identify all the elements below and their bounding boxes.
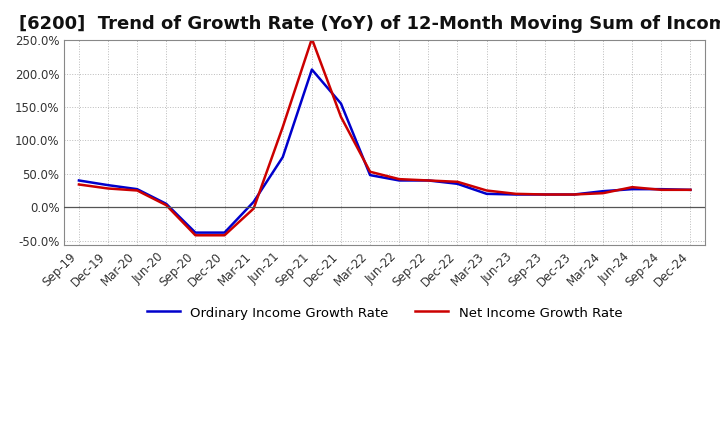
Ordinary Income Growth Rate bbox=[366, 172, 374, 178]
Net Income Growth Rate bbox=[191, 233, 199, 238]
Ordinary Income Growth Rate bbox=[249, 199, 258, 205]
Net Income Growth Rate bbox=[453, 179, 462, 184]
Ordinary Income Growth Rate bbox=[104, 183, 112, 188]
Ordinary Income Growth Rate bbox=[628, 187, 636, 192]
Net Income Growth Rate bbox=[424, 178, 433, 183]
Net Income Growth Rate bbox=[279, 125, 287, 130]
Net Income Growth Rate bbox=[511, 191, 520, 197]
Net Income Growth Rate bbox=[337, 114, 346, 120]
Ordinary Income Growth Rate bbox=[482, 191, 491, 197]
Ordinary Income Growth Rate bbox=[541, 192, 549, 197]
Ordinary Income Growth Rate bbox=[220, 230, 229, 235]
Net Income Growth Rate bbox=[75, 182, 84, 187]
Ordinary Income Growth Rate bbox=[133, 187, 142, 192]
Ordinary Income Growth Rate bbox=[570, 192, 578, 197]
Net Income Growth Rate bbox=[395, 176, 404, 182]
Ordinary Income Growth Rate bbox=[307, 67, 316, 72]
Net Income Growth Rate bbox=[657, 187, 666, 192]
Net Income Growth Rate bbox=[220, 233, 229, 238]
Line: Ordinary Income Growth Rate: Ordinary Income Growth Rate bbox=[79, 70, 690, 233]
Net Income Growth Rate bbox=[162, 202, 171, 208]
Ordinary Income Growth Rate bbox=[162, 201, 171, 206]
Net Income Growth Rate bbox=[249, 206, 258, 211]
Ordinary Income Growth Rate bbox=[453, 181, 462, 187]
Legend: Ordinary Income Growth Rate, Net Income Growth Rate: Ordinary Income Growth Rate, Net Income … bbox=[142, 300, 628, 325]
Ordinary Income Growth Rate bbox=[191, 230, 199, 235]
Net Income Growth Rate bbox=[686, 187, 695, 192]
Ordinary Income Growth Rate bbox=[395, 178, 404, 183]
Net Income Growth Rate bbox=[366, 169, 374, 174]
Ordinary Income Growth Rate bbox=[657, 187, 666, 192]
Line: Net Income Growth Rate: Net Income Growth Rate bbox=[79, 39, 690, 235]
Net Income Growth Rate bbox=[599, 191, 608, 196]
Net Income Growth Rate bbox=[541, 192, 549, 197]
Net Income Growth Rate bbox=[482, 188, 491, 193]
Ordinary Income Growth Rate bbox=[511, 192, 520, 197]
Ordinary Income Growth Rate bbox=[337, 101, 346, 106]
Ordinary Income Growth Rate bbox=[424, 178, 433, 183]
Net Income Growth Rate bbox=[104, 186, 112, 191]
Net Income Growth Rate bbox=[570, 192, 578, 197]
Net Income Growth Rate bbox=[628, 184, 636, 190]
Ordinary Income Growth Rate bbox=[279, 154, 287, 160]
Net Income Growth Rate bbox=[307, 36, 316, 41]
Ordinary Income Growth Rate bbox=[75, 178, 84, 183]
Ordinary Income Growth Rate bbox=[599, 188, 608, 194]
Ordinary Income Growth Rate bbox=[686, 187, 695, 192]
Title: [6200]  Trend of Growth Rate (YoY) of 12-Month Moving Sum of Incomes: [6200] Trend of Growth Rate (YoY) of 12-… bbox=[19, 15, 720, 33]
Net Income Growth Rate bbox=[133, 188, 142, 193]
